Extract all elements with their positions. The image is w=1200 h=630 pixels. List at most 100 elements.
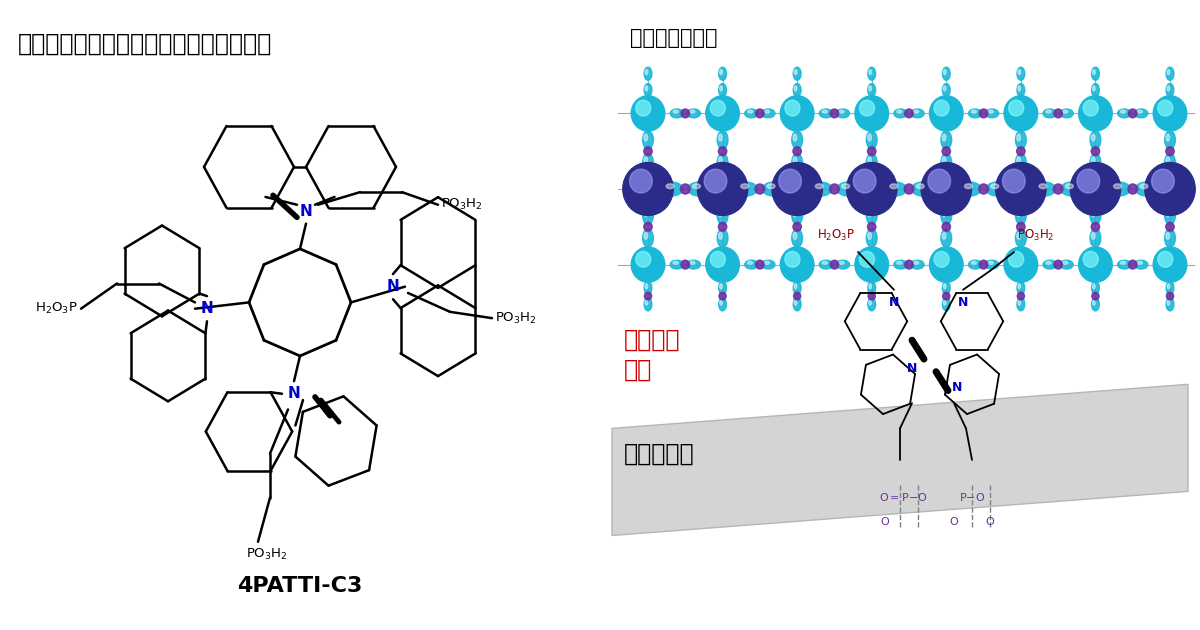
Ellipse shape [820,109,833,118]
Ellipse shape [894,109,907,118]
Ellipse shape [1164,131,1176,149]
Ellipse shape [719,157,722,164]
Ellipse shape [1168,70,1170,74]
Ellipse shape [1018,86,1021,91]
Circle shape [680,184,690,194]
Ellipse shape [673,261,678,265]
Ellipse shape [868,84,876,96]
Ellipse shape [1138,261,1142,265]
Ellipse shape [762,260,775,269]
Ellipse shape [1092,70,1096,74]
Circle shape [853,169,876,193]
Circle shape [930,247,964,282]
Circle shape [710,251,726,267]
Ellipse shape [793,67,802,80]
Ellipse shape [1015,207,1026,224]
Ellipse shape [686,109,701,118]
Ellipse shape [719,298,726,311]
Ellipse shape [866,131,877,149]
Ellipse shape [1092,298,1099,311]
Ellipse shape [971,110,977,113]
Ellipse shape [644,157,648,164]
Ellipse shape [1090,131,1100,149]
Ellipse shape [793,232,797,239]
Ellipse shape [985,109,998,118]
Text: N: N [288,386,300,401]
Circle shape [1004,96,1038,131]
Ellipse shape [1034,182,1056,196]
Circle shape [854,247,888,282]
Ellipse shape [670,109,684,118]
Ellipse shape [942,210,946,217]
Ellipse shape [1114,184,1122,188]
Ellipse shape [1164,229,1176,247]
Text: $\mathregular{H_2O_3P}$: $\mathregular{H_2O_3P}$ [817,227,854,243]
Ellipse shape [718,131,728,149]
Circle shape [922,163,972,215]
Ellipse shape [811,182,832,196]
Ellipse shape [718,207,728,224]
Circle shape [779,169,802,193]
Ellipse shape [720,301,722,305]
Circle shape [934,100,949,116]
Circle shape [755,184,764,194]
Circle shape [979,109,988,118]
Ellipse shape [644,298,652,311]
Circle shape [1054,109,1062,118]
Text: N: N [889,296,899,309]
Ellipse shape [968,260,982,269]
Circle shape [1054,184,1063,194]
Ellipse shape [794,301,797,305]
Ellipse shape [1063,110,1068,113]
Ellipse shape [1046,110,1051,113]
Circle shape [1008,100,1024,116]
Ellipse shape [941,131,952,149]
Ellipse shape [793,210,797,217]
Ellipse shape [745,260,758,269]
Ellipse shape [943,86,946,91]
Ellipse shape [646,70,648,74]
Circle shape [682,109,690,118]
Ellipse shape [736,182,757,196]
Ellipse shape [718,229,728,247]
Ellipse shape [1090,229,1100,247]
Ellipse shape [1043,109,1056,118]
Ellipse shape [792,131,803,149]
Circle shape [631,247,665,282]
Ellipse shape [1092,67,1099,80]
Ellipse shape [815,184,823,188]
Ellipse shape [913,261,919,265]
Ellipse shape [965,184,972,188]
Ellipse shape [1117,109,1132,118]
Circle shape [1079,247,1112,282]
Ellipse shape [960,182,980,196]
Ellipse shape [866,229,877,247]
Ellipse shape [839,110,844,113]
Circle shape [1152,169,1175,193]
Ellipse shape [1168,284,1170,289]
Ellipse shape [719,67,726,80]
Ellipse shape [943,301,946,305]
Circle shape [623,163,673,215]
Circle shape [719,292,726,300]
Ellipse shape [720,284,722,289]
Ellipse shape [1016,67,1025,80]
Ellipse shape [793,282,802,294]
Circle shape [1004,247,1038,282]
Ellipse shape [1168,301,1170,305]
Circle shape [1070,163,1121,215]
Ellipse shape [868,157,871,164]
Ellipse shape [1090,207,1100,224]
Ellipse shape [943,284,946,289]
Ellipse shape [971,261,977,265]
Ellipse shape [890,184,898,188]
Ellipse shape [719,84,726,96]
Circle shape [1166,147,1175,156]
Circle shape [934,251,949,267]
Circle shape [859,251,875,267]
Circle shape [979,260,988,269]
Ellipse shape [1016,84,1025,96]
Ellipse shape [644,232,648,239]
Ellipse shape [1138,110,1142,113]
Ellipse shape [644,67,652,80]
